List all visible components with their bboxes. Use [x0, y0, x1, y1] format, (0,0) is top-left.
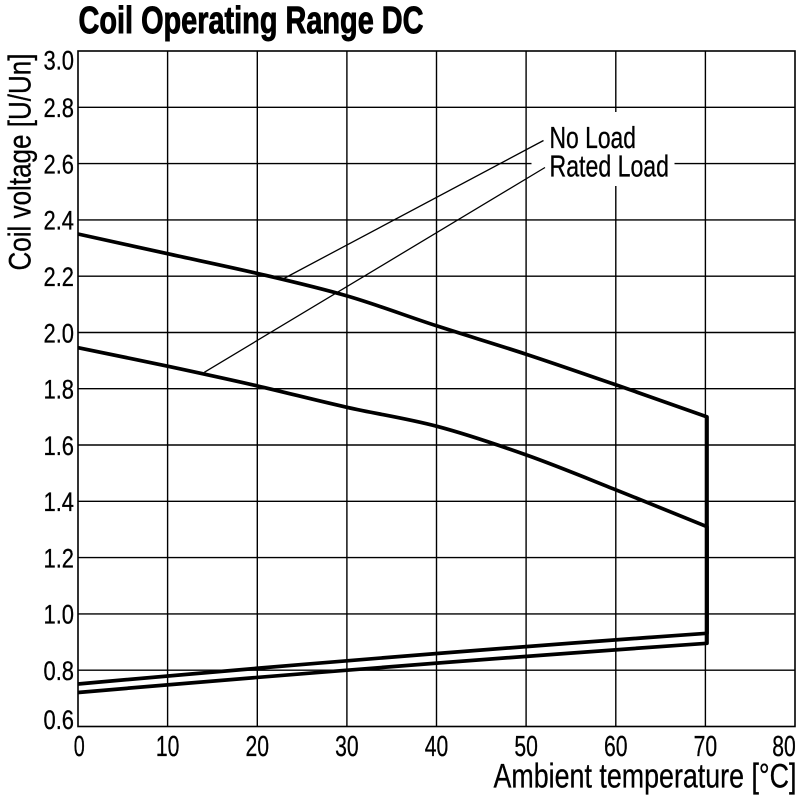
svg-text:0.8: 0.8: [44, 656, 75, 686]
svg-text:Coil voltage [U/Un]: Coil voltage [U/Un]: [2, 54, 38, 271]
svg-text:1.6: 1.6: [44, 431, 75, 461]
svg-text:2.0: 2.0: [44, 318, 75, 348]
svg-text:2.2: 2.2: [44, 262, 75, 292]
svg-text:1.8: 1.8: [44, 375, 75, 405]
svg-text:70: 70: [694, 731, 718, 763]
svg-text:10: 10: [156, 731, 180, 763]
svg-text:No Load: No Load: [550, 121, 637, 155]
svg-text:Ambient temperature [°C]: Ambient temperature [°C]: [494, 758, 797, 796]
svg-text:50: 50: [514, 731, 538, 763]
svg-text:3.0: 3.0: [44, 46, 75, 76]
svg-text:0: 0: [74, 731, 85, 763]
svg-text:20: 20: [246, 731, 270, 763]
svg-text:2.8: 2.8: [44, 93, 75, 123]
svg-text:Coil Operating Range DC: Coil Operating Range DC: [79, 0, 424, 42]
svg-text:1.4: 1.4: [44, 487, 75, 517]
svg-text:40: 40: [425, 731, 449, 763]
svg-text:Rated Load: Rated Load: [550, 150, 670, 184]
svg-text:60: 60: [604, 731, 628, 763]
svg-text:0.6: 0.6: [44, 705, 75, 735]
svg-text:1.2: 1.2: [44, 543, 75, 573]
svg-text:1.0: 1.0: [44, 600, 75, 630]
svg-text:30: 30: [335, 731, 359, 763]
svg-text:80: 80: [772, 731, 796, 763]
svg-text:2.6: 2.6: [44, 149, 75, 179]
svg-text:2.4: 2.4: [44, 206, 75, 236]
